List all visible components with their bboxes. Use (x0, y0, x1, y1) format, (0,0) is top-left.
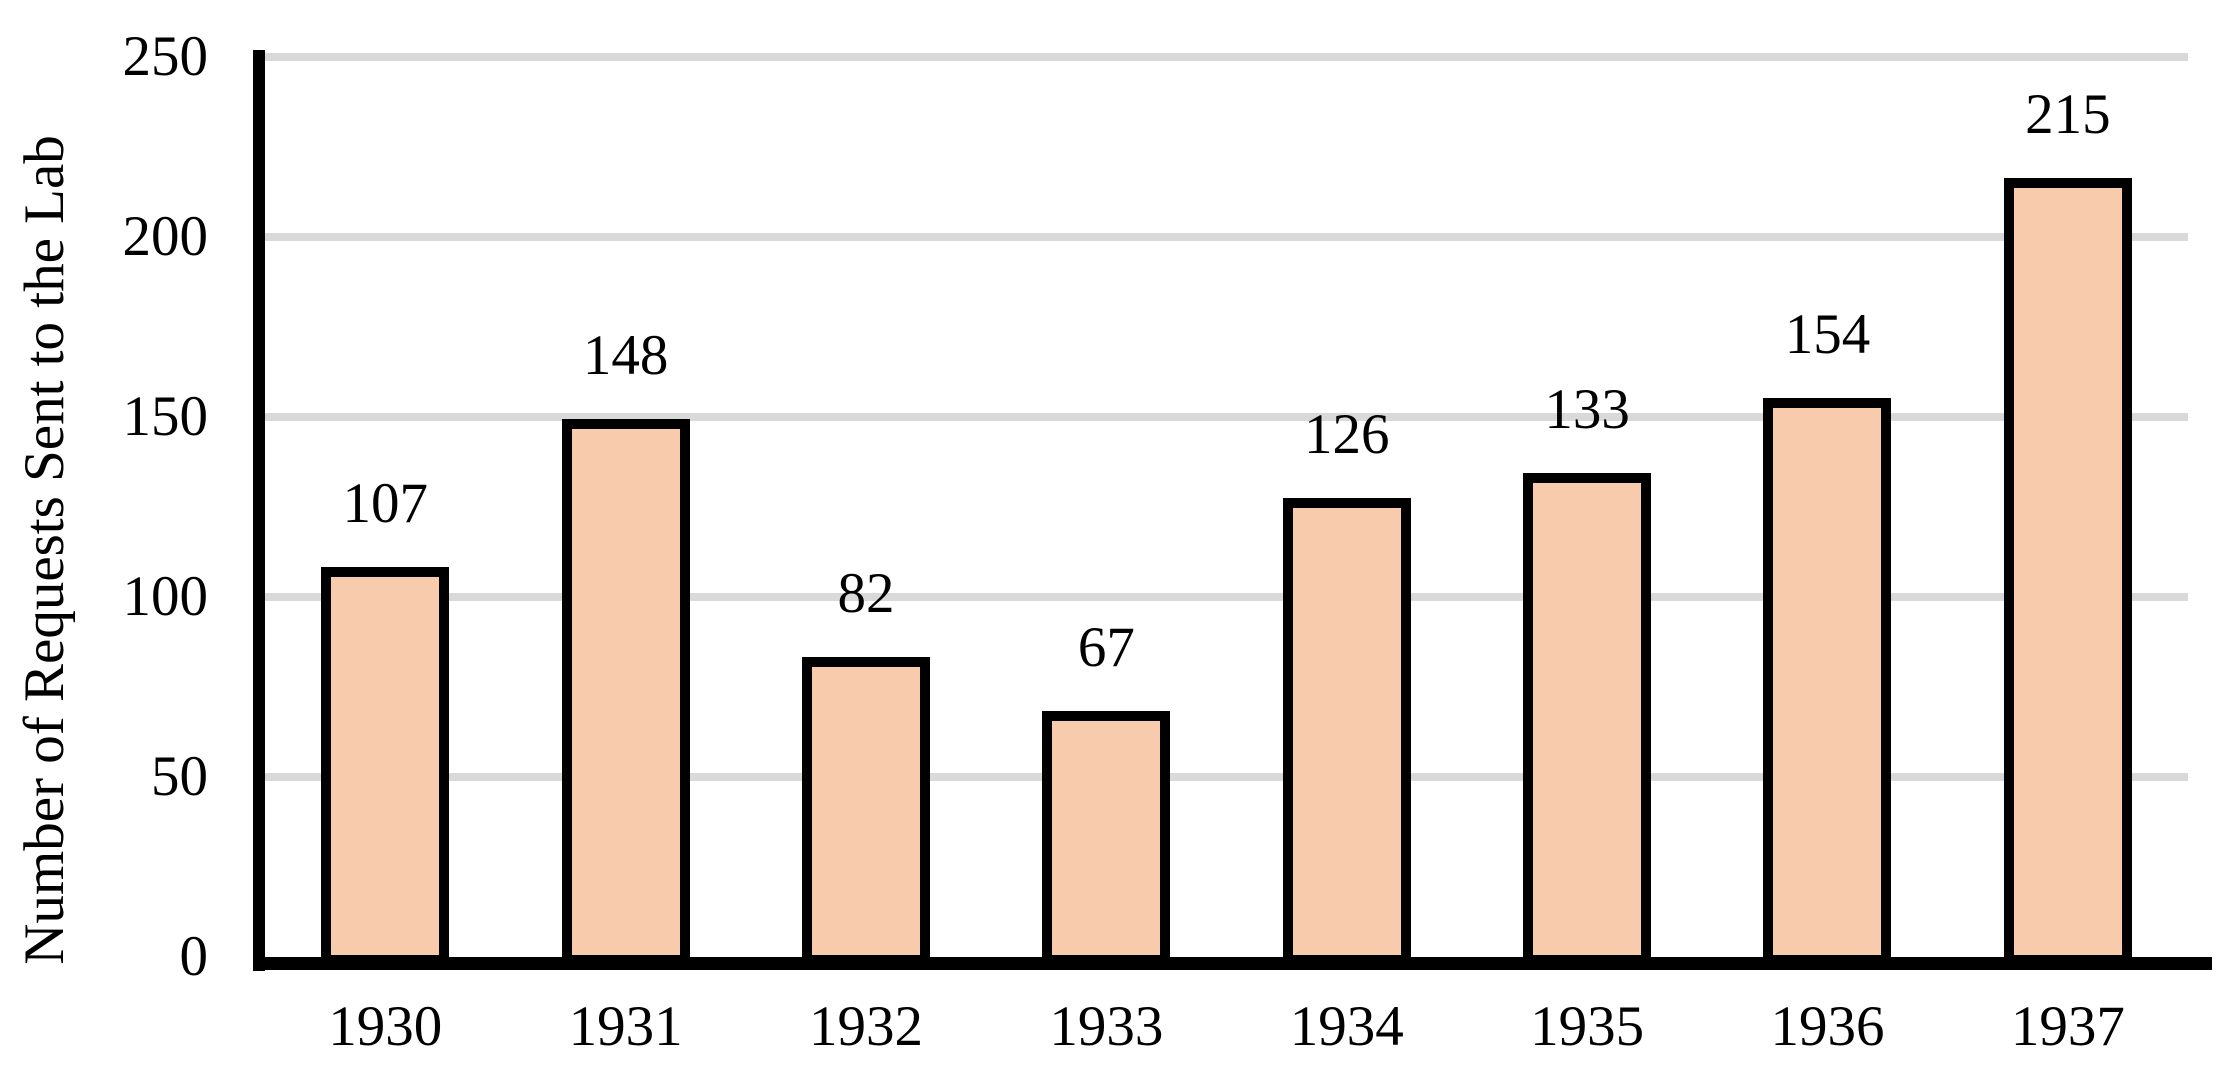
x-tick-label-1935: 1935 (1530, 995, 1645, 1058)
bar-value-label-1937: 215 (2025, 83, 2111, 146)
y-tick-label-250: 250 (122, 25, 209, 88)
bar-value-label-1931: 148 (582, 324, 669, 388)
x-tick-label-1936: 1936 (1770, 995, 1885, 1058)
bar-1935 (1523, 473, 1652, 965)
y-tick-label-150: 150 (122, 385, 209, 448)
y-tick-label-100: 100 (122, 565, 209, 628)
bar-1932 (801, 656, 930, 965)
gridline-250 (265, 53, 2188, 61)
gridline-200 (265, 233, 2188, 241)
x-tick-label-1932: 1932 (808, 995, 923, 1058)
x-tick-label-1930: 1930 (328, 995, 443, 1058)
bar-value-label-1932: 82 (837, 561, 895, 625)
bar-1933 (1042, 710, 1171, 965)
bar-value-label-1936: 154 (1784, 302, 1871, 366)
gridline-50 (265, 773, 2188, 781)
gridline-100 (265, 593, 2188, 601)
x-axis-line (253, 957, 2212, 970)
x-tick-label-1933: 1933 (1049, 995, 1164, 1058)
x-tick-label-1934: 1934 (1289, 995, 1404, 1058)
y-tick-label-50: 50 (151, 745, 208, 808)
bar-1930 (321, 566, 450, 965)
x-tick-label-1937: 1937 (2010, 995, 2125, 1058)
y-axis-line (253, 50, 265, 971)
gridline-150 (265, 413, 2188, 421)
y-tick-label-200: 200 (122, 205, 209, 268)
bar-1934 (1282, 498, 1411, 965)
bar-value-label-1935: 133 (1544, 378, 1630, 442)
x-tick-label-1931: 1931 (568, 995, 683, 1058)
bar-1931 (561, 419, 690, 965)
bar-1936 (1763, 397, 1892, 965)
y-tick-label-0: 0 (179, 925, 209, 988)
bar-1937 (2003, 178, 2132, 965)
bar-value-label-1930: 107 (342, 471, 428, 535)
bar-value-label-1934: 126 (1303, 403, 1390, 467)
bar-value-label-1933: 67 (1077, 615, 1135, 679)
